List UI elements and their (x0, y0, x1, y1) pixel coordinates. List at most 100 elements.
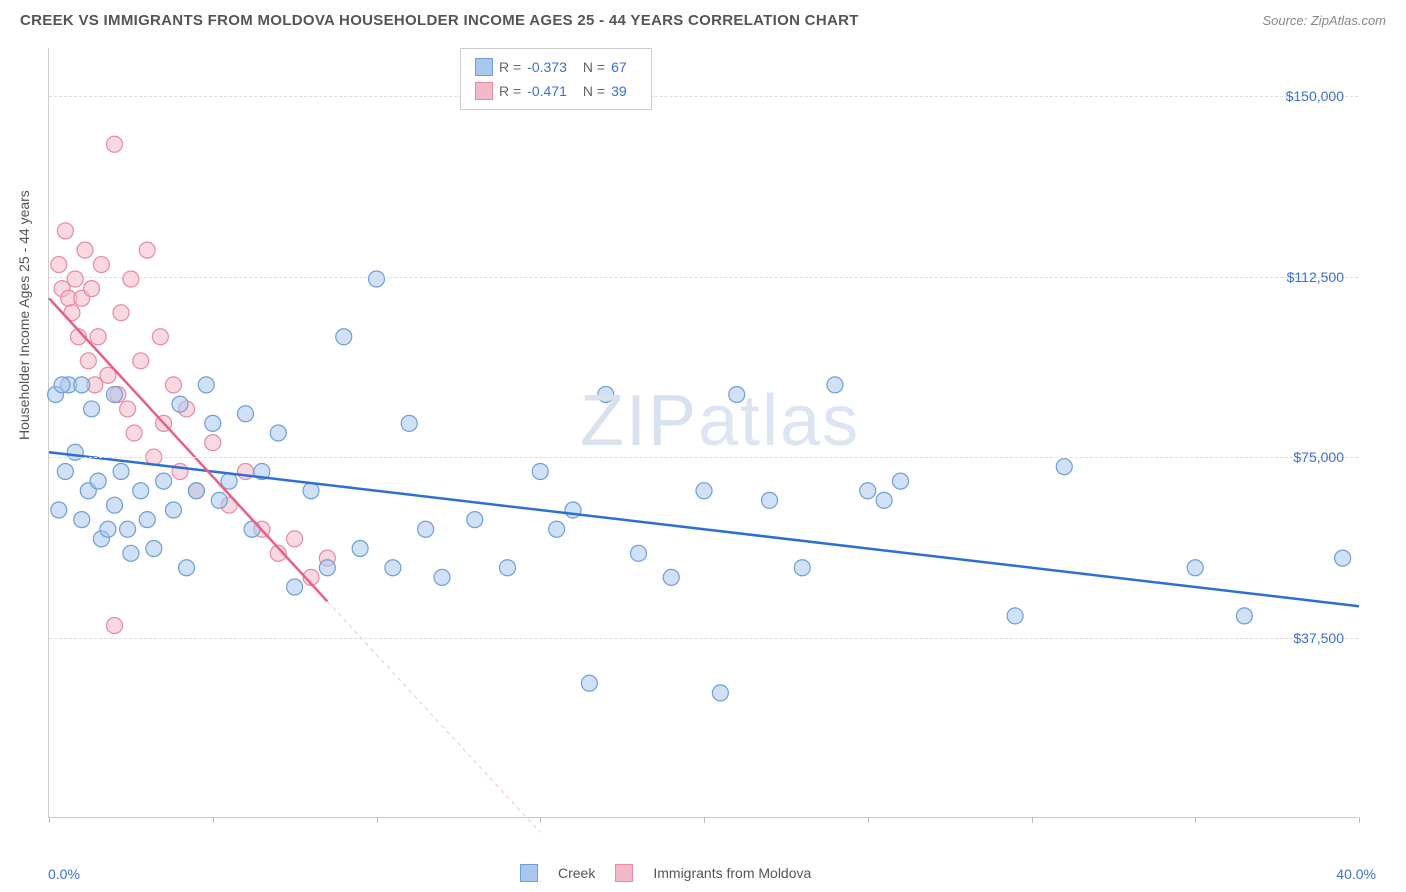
data-point (270, 425, 286, 441)
r-label: R = (499, 79, 521, 103)
x-tick (1195, 817, 1196, 823)
data-point (84, 281, 100, 297)
data-point (77, 242, 93, 258)
data-point (123, 545, 139, 561)
data-point (198, 377, 214, 393)
data-point (165, 502, 181, 518)
legend-swatch-moldova (615, 864, 633, 882)
x-tick (377, 817, 378, 823)
data-point (152, 329, 168, 345)
data-point (205, 435, 221, 451)
data-point (598, 387, 614, 403)
n-label: N = (583, 79, 605, 103)
n-value-moldova: 39 (611, 79, 627, 103)
data-point (1236, 608, 1252, 624)
data-point (336, 329, 352, 345)
legend-label-creek: Creek (558, 865, 595, 881)
data-point (893, 473, 909, 489)
data-point (729, 387, 745, 403)
gridline (49, 457, 1358, 458)
data-point (139, 242, 155, 258)
data-point (418, 521, 434, 537)
data-point (74, 377, 90, 393)
gridline (49, 96, 1358, 97)
trend-line-extension (327, 601, 540, 832)
chart-header: CREEK VS IMMIGRANTS FROM MOLDOVA HOUSEHO… (0, 0, 1406, 37)
y-tick-label: $112,500 (1287, 269, 1344, 285)
data-point (467, 512, 483, 528)
data-point (133, 353, 149, 369)
y-axis-label: Householder Income Ages 25 - 44 years (16, 190, 32, 440)
data-point (303, 483, 319, 499)
x-tick (213, 817, 214, 823)
data-point (51, 502, 67, 518)
data-point (631, 545, 647, 561)
data-point (762, 492, 778, 508)
y-tick-label: $37,500 (1293, 630, 1344, 646)
swatch-moldova (475, 82, 493, 100)
x-tick (540, 817, 541, 823)
data-point (500, 560, 516, 576)
data-point (876, 492, 892, 508)
data-point (113, 464, 129, 480)
data-point (696, 483, 712, 499)
data-point (532, 464, 548, 480)
data-point (179, 560, 195, 576)
data-point (205, 415, 221, 431)
data-point (123, 271, 139, 287)
gridline (49, 638, 1358, 639)
data-point (107, 387, 123, 403)
data-point (434, 569, 450, 585)
data-point (107, 618, 123, 634)
r-value-creek: -0.373 (527, 55, 567, 79)
data-point (401, 415, 417, 431)
plot-area: $37,500 $75,000 $112,500 $150,000 (48, 48, 1358, 818)
data-point (581, 675, 597, 691)
x-tick (1032, 817, 1033, 823)
data-point (126, 425, 142, 441)
data-point (113, 305, 129, 321)
y-tick-label: $150,000 (1286, 88, 1344, 104)
data-point (385, 560, 401, 576)
data-point (827, 377, 843, 393)
data-point (156, 473, 172, 489)
data-point (84, 401, 100, 417)
x-axis-max-label: 40.0% (1336, 866, 1376, 882)
chart-source: Source: ZipAtlas.com (1262, 13, 1386, 28)
data-point (712, 685, 728, 701)
data-point (67, 271, 83, 287)
data-point (188, 483, 204, 499)
chart-svg (49, 48, 1359, 818)
x-axis-min-label: 0.0% (48, 866, 80, 882)
data-point (1335, 550, 1351, 566)
data-point (133, 483, 149, 499)
stats-row-creek: R = -0.373 N = 67 (475, 55, 637, 79)
data-point (172, 396, 188, 412)
data-point (549, 521, 565, 537)
data-point (90, 473, 106, 489)
data-point (663, 569, 679, 585)
data-point (54, 377, 70, 393)
legend-label-moldova: Immigrants from Moldova (653, 865, 811, 881)
data-point (107, 497, 123, 513)
n-label: N = (583, 55, 605, 79)
data-point (120, 401, 136, 417)
data-point (80, 353, 96, 369)
data-point (1056, 459, 1072, 475)
y-tick-label: $75,000 (1293, 449, 1344, 465)
data-point (352, 541, 368, 557)
data-point (369, 271, 385, 287)
chart-title: CREEK VS IMMIGRANTS FROM MOLDOVA HOUSEHO… (20, 12, 859, 29)
data-point (165, 377, 181, 393)
r-value-moldova: -0.471 (527, 79, 567, 103)
data-point (1007, 608, 1023, 624)
data-point (107, 136, 123, 152)
data-point (211, 492, 227, 508)
gridline (49, 277, 1358, 278)
data-point (57, 464, 73, 480)
data-point (794, 560, 810, 576)
data-point (100, 521, 116, 537)
r-label: R = (499, 55, 521, 79)
stats-legend-box: R = -0.373 N = 67 R = -0.471 N = 39 (460, 48, 652, 110)
n-value-creek: 67 (611, 55, 627, 79)
